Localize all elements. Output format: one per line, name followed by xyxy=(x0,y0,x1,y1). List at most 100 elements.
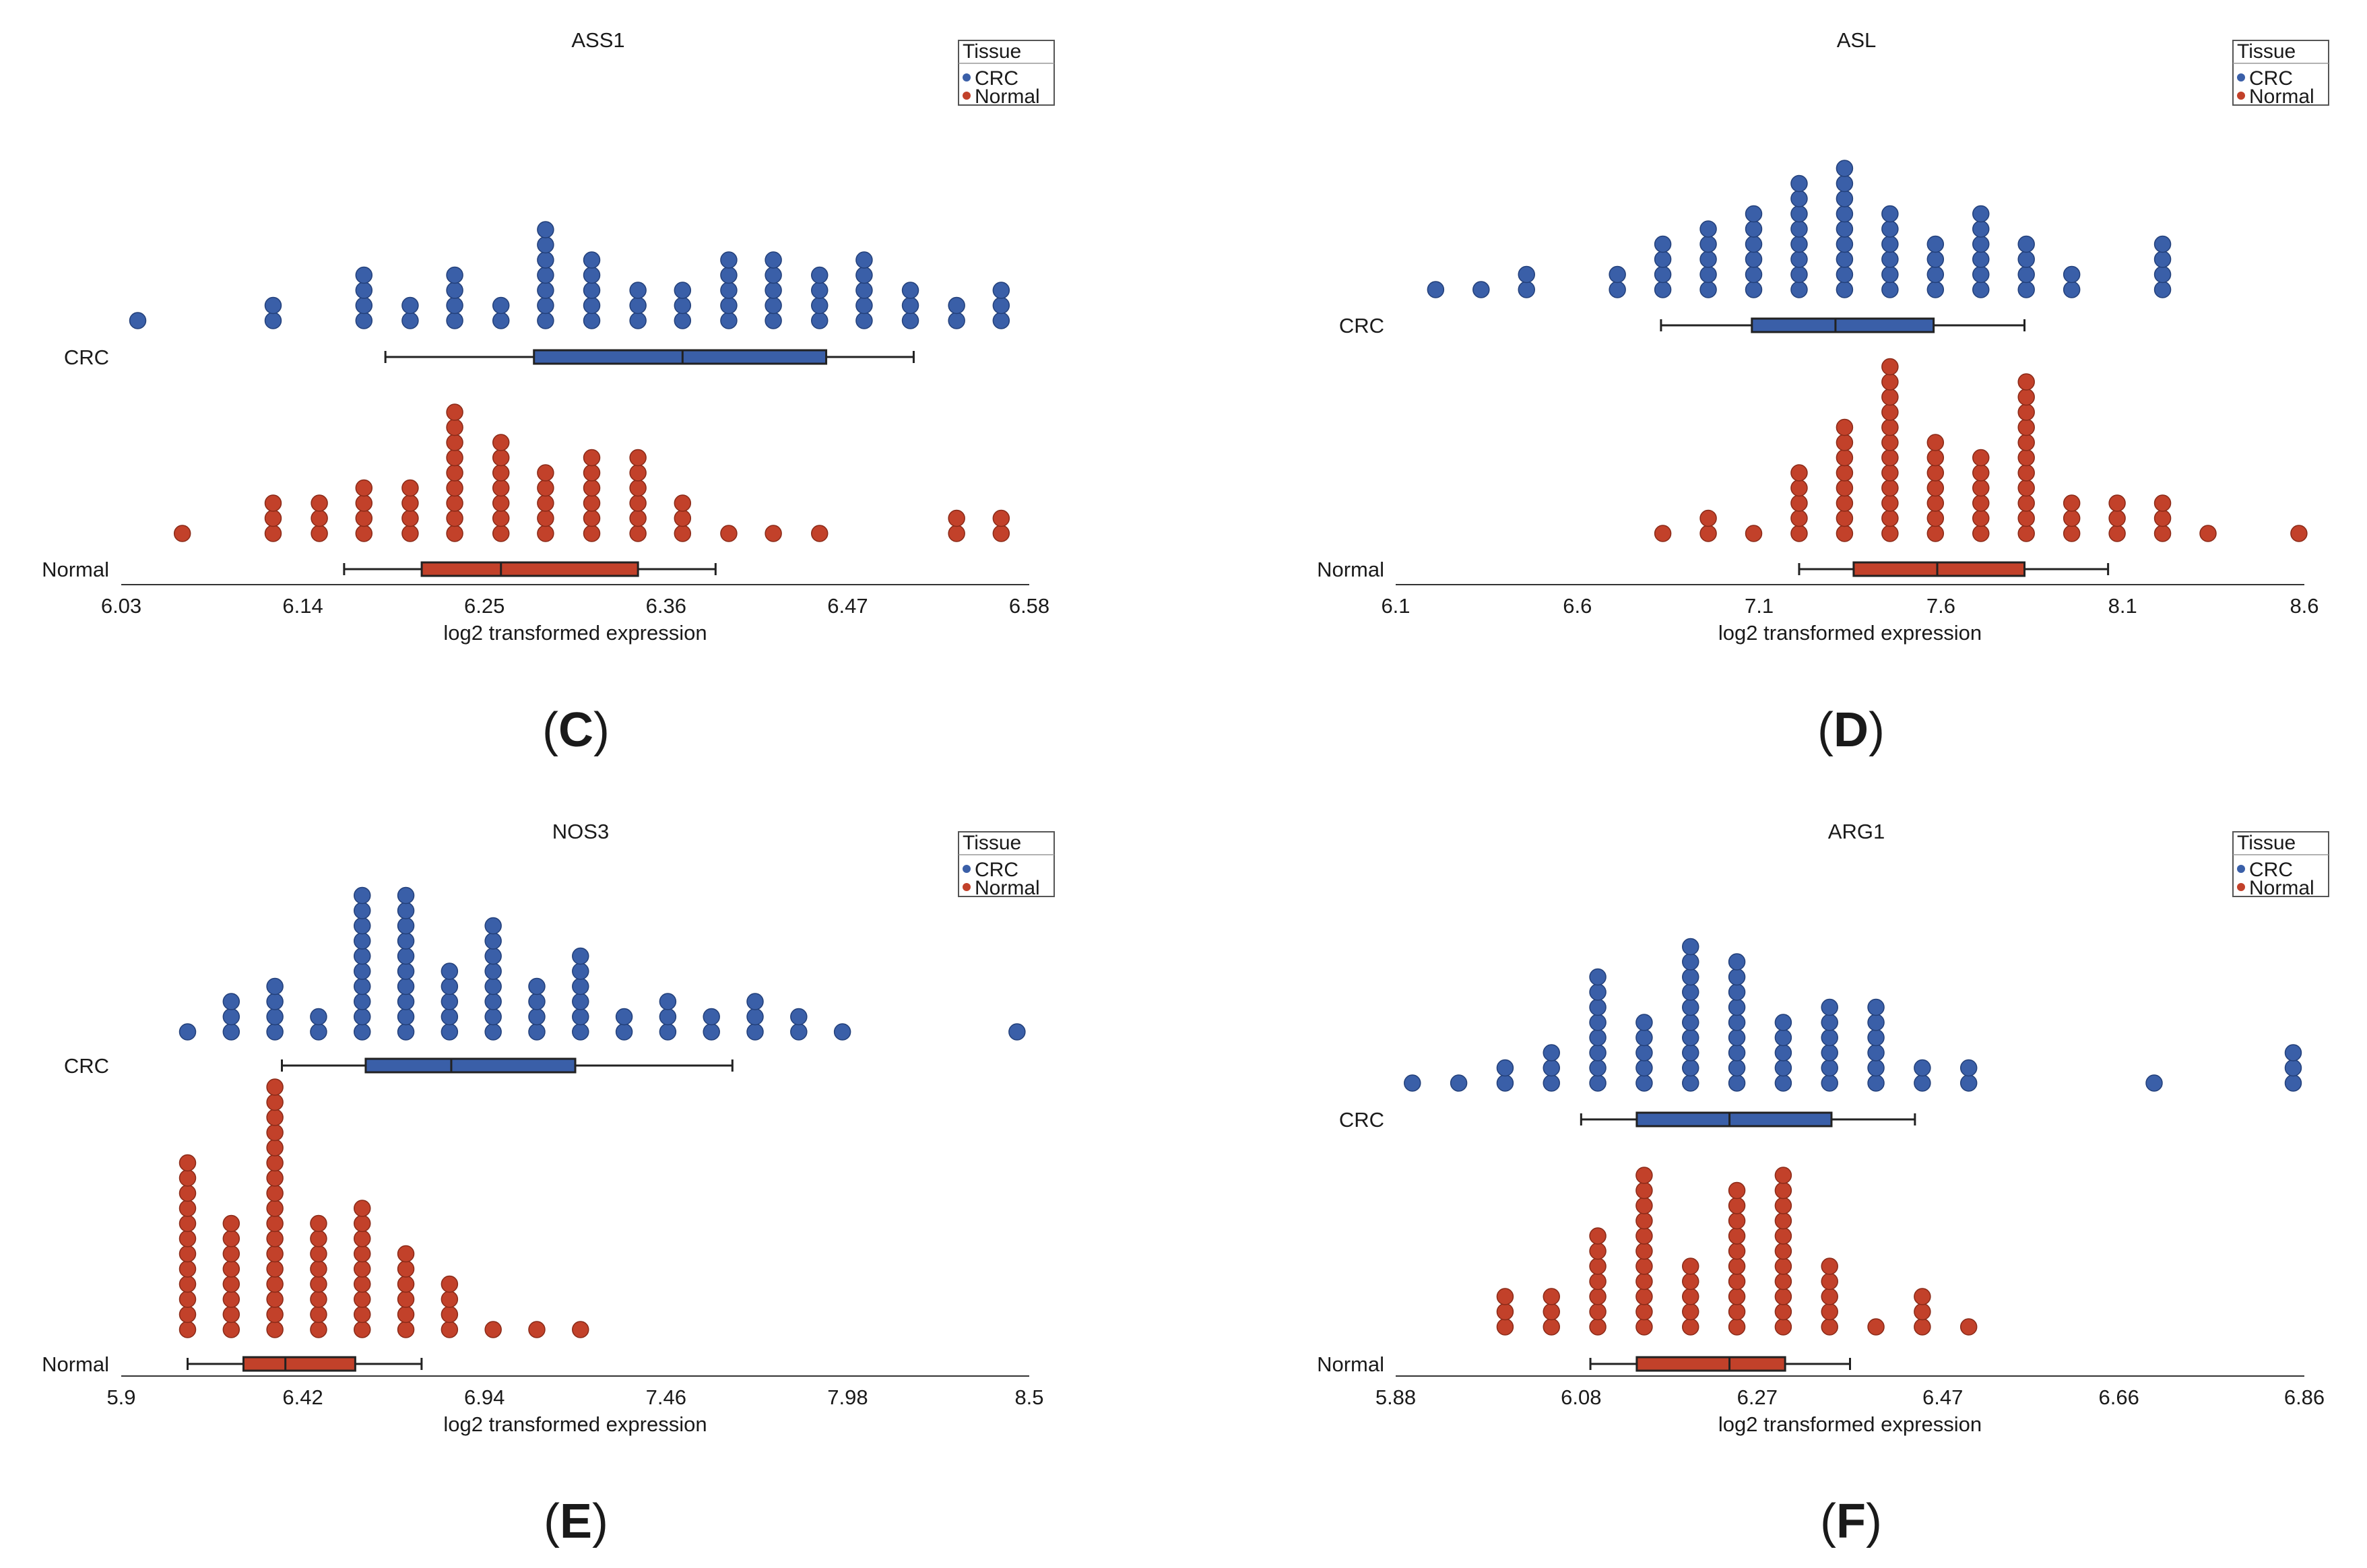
data-point xyxy=(353,902,371,919)
data-point xyxy=(2017,479,2035,497)
data-point xyxy=(1681,1288,1699,1305)
data-point xyxy=(1609,281,1626,298)
data-point xyxy=(266,1123,284,1142)
data-point xyxy=(441,1008,459,1026)
x-tick-label: 6.03 xyxy=(101,594,141,618)
data-point xyxy=(1821,1059,1838,1077)
data-point xyxy=(1450,1074,1468,1092)
data-point xyxy=(1836,174,1854,193)
data-point xyxy=(1926,525,1945,542)
data-point xyxy=(2108,525,2126,542)
data-point xyxy=(2017,265,2035,284)
x-tick-label: 8.6 xyxy=(2290,594,2319,618)
legend-title: Tissue xyxy=(2237,40,2296,63)
data-point xyxy=(2063,265,2081,284)
data-point xyxy=(2017,235,2035,253)
data-point xyxy=(1881,449,1899,467)
data-point xyxy=(1543,1318,1561,1336)
data-point xyxy=(446,509,463,527)
data-point xyxy=(629,449,647,467)
data-point xyxy=(1972,509,1990,527)
panel-label-letter: D xyxy=(1834,703,1869,757)
data-point xyxy=(1589,1028,1607,1047)
panel-label-letter: F xyxy=(1836,1495,1866,1548)
data-point xyxy=(528,993,546,1010)
data-point xyxy=(266,1291,284,1308)
legend-box xyxy=(958,831,1055,897)
data-point xyxy=(1745,251,1763,268)
x-tick-label: 5.9 xyxy=(106,1385,135,1409)
data-point xyxy=(1774,1257,1792,1275)
data-point xyxy=(583,494,601,512)
data-point xyxy=(537,479,554,497)
x-tick-label: 6.47 xyxy=(827,594,868,618)
data-point xyxy=(537,266,554,284)
data-point xyxy=(1867,1044,1885,1061)
data-point xyxy=(492,449,510,467)
data-point xyxy=(674,296,692,315)
data-point xyxy=(1867,1059,1885,1077)
data-point xyxy=(1836,479,1854,497)
legend-entry-normal: Normal xyxy=(2249,86,2314,108)
data-point xyxy=(720,266,738,284)
data-point xyxy=(1881,418,1899,436)
panel-label: (C) xyxy=(542,703,610,757)
category-label-normal: Normal xyxy=(42,558,109,581)
x-tick-label: 8.5 xyxy=(1014,1385,1043,1409)
data-point xyxy=(720,251,738,269)
data-point xyxy=(401,509,419,527)
data-point xyxy=(572,947,589,965)
data-point xyxy=(1728,1181,1746,1200)
data-point xyxy=(492,312,510,329)
data-point xyxy=(1914,1318,1931,1336)
data-point xyxy=(397,1305,415,1324)
data-point xyxy=(1867,1028,1885,1047)
data-point xyxy=(537,509,554,527)
data-point xyxy=(266,1109,284,1126)
data-point xyxy=(2017,388,2035,406)
data-point xyxy=(1699,509,1717,527)
data-point xyxy=(720,525,738,542)
data-point xyxy=(1774,1212,1792,1230)
chart-panel-nos3: NOS3 5.9 6.42 6.94 7.46 7.98 8.5 log2 transform… xyxy=(42,820,1055,1548)
data-point xyxy=(222,1245,240,1263)
legend-title: Tissue xyxy=(2237,832,2296,854)
data-point xyxy=(310,1291,327,1308)
data-point xyxy=(1790,479,1808,497)
data-point xyxy=(615,1023,633,1041)
data-point xyxy=(353,932,371,950)
data-point xyxy=(1496,1303,1514,1321)
data-point xyxy=(2063,281,2081,298)
data-point xyxy=(266,977,284,995)
data-point xyxy=(1881,205,1899,223)
data-point xyxy=(1774,1272,1792,1291)
data-point xyxy=(397,932,415,950)
data-point xyxy=(810,525,829,542)
legend-box xyxy=(2232,831,2329,897)
data-point xyxy=(1881,373,1899,391)
data-point xyxy=(2017,418,2035,436)
data-point xyxy=(1774,1044,1792,1061)
data-point xyxy=(572,1023,589,1041)
series-normal xyxy=(1496,1167,1978,1372)
data-point xyxy=(401,296,419,315)
data-point xyxy=(446,434,463,451)
data-point xyxy=(484,993,502,1010)
data-point xyxy=(2017,449,2035,467)
data-point xyxy=(583,282,601,299)
category-label-normal: Normal xyxy=(42,1352,109,1376)
data-point xyxy=(353,1305,371,1324)
data-point xyxy=(310,1214,327,1233)
data-point xyxy=(2199,525,2217,542)
data-point xyxy=(1821,1028,1838,1047)
data-point xyxy=(572,993,589,1010)
data-point xyxy=(355,494,373,512)
data-point xyxy=(355,296,373,315)
data-point xyxy=(1790,205,1808,223)
data-point xyxy=(1926,251,1945,268)
data-point xyxy=(1790,265,1808,284)
data-point xyxy=(659,993,677,1010)
chart-title: ASL xyxy=(1837,28,1877,52)
data-point xyxy=(659,1023,677,1041)
data-point xyxy=(948,296,965,315)
